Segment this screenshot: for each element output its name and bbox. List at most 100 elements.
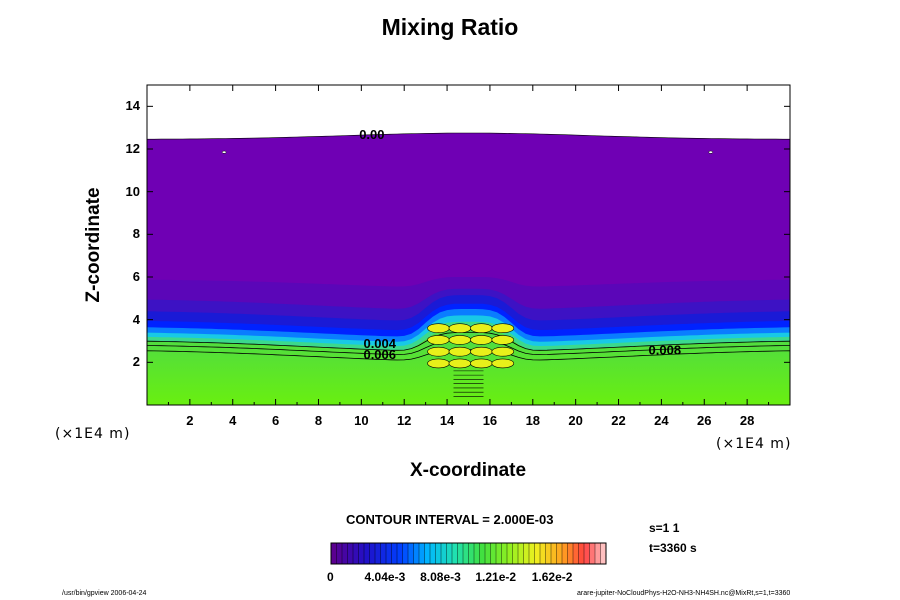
colorbar-cell — [479, 543, 486, 564]
lower-green-layer — [147, 328, 790, 405]
x-tick-label: 12 — [396, 413, 412, 428]
cell-lens — [470, 323, 493, 334]
colorbar-cell — [523, 543, 530, 564]
colorbar-cell — [369, 543, 376, 564]
cell-lens — [491, 358, 515, 369]
x-tick-label: 16 — [482, 413, 498, 428]
y-tick-label: 14 — [125, 98, 140, 114]
contour-line-zero — [147, 132, 790, 140]
colorbar-cell — [501, 543, 508, 564]
chart-title: Mixing Ratio — [381, 14, 519, 40]
colorbar-cell — [347, 543, 354, 564]
colorbar-tick-label: 1.21e-2 — [475, 570, 517, 584]
colorbar-tick-label: 0 — [327, 570, 334, 584]
colorbar-tick-label: 8.08e-3 — [420, 570, 461, 584]
cell-lens — [491, 346, 515, 357]
step-s-label: s=1 1 — [649, 521, 680, 535]
cell-lens — [470, 358, 493, 369]
colorbar-cell — [457, 543, 464, 564]
y-axis-unit: (×1E4 m) — [55, 426, 131, 442]
colorbar-cell — [342, 543, 348, 564]
colorbar-cell — [424, 543, 431, 564]
colorbar-cell — [364, 543, 370, 564]
colorbar-cell — [595, 543, 601, 564]
colorbar-cell — [600, 543, 607, 564]
colorbar-cell — [584, 543, 590, 564]
colorbar-cell — [435, 543, 442, 564]
colorbar-cell — [386, 543, 392, 564]
colorbar-cell — [567, 543, 574, 564]
top-marker — [708, 150, 713, 154]
x-tick-label: 4 — [229, 413, 237, 428]
colorbar-cell — [402, 543, 409, 564]
colorbar-cell — [452, 543, 458, 564]
colorbar-cell — [375, 543, 381, 564]
x-tick-label: 24 — [654, 413, 669, 428]
x-tick-label: 6 — [271, 413, 280, 428]
cell-lens — [448, 358, 472, 369]
cell-lens — [427, 358, 450, 369]
cell-lens — [427, 323, 450, 334]
x-tick-label: 2 — [186, 413, 194, 428]
contour-label: 0.004 — [363, 336, 396, 351]
colorbar-cell — [485, 543, 491, 564]
contour-label: 0.008 — [649, 343, 682, 358]
colorbar-cell — [468, 543, 475, 564]
colorbar-cell — [490, 543, 497, 564]
colorbar-cell — [353, 543, 359, 564]
colorbar-cell — [545, 543, 552, 564]
cell-lens — [448, 335, 472, 345]
colorbar-cell — [534, 543, 541, 564]
axis-ticks — [147, 85, 790, 405]
colorbar-cell — [430, 543, 436, 564]
colorbar-cell — [556, 543, 563, 564]
footer-right: arare-jupiter-NoCloudPhys-H2O-NH3-NH4SH.… — [577, 590, 791, 597]
footer-left: /usr/bin/gpview 2006-04-24 — [62, 590, 147, 597]
x-tick-label: 14 — [439, 413, 455, 428]
top-marker — [221, 150, 227, 154]
x-axis-label: X-coordinate — [409, 460, 527, 481]
colorbar — [330, 542, 607, 565]
cell-lens — [491, 323, 515, 334]
colorbar-cell — [578, 543, 585, 564]
x-tick-label: 20 — [568, 413, 583, 428]
cell-lens — [470, 346, 493, 357]
cell-lens — [427, 335, 450, 345]
colorbar-cell — [419, 543, 425, 564]
step-info: s=1 1 t=3360 s — [649, 518, 697, 558]
cell-lens — [491, 335, 515, 345]
cell-lens — [448, 346, 472, 357]
plot-area — [147, 132, 790, 405]
contour-label: 0.006 — [363, 347, 396, 362]
y-tick-label: 4 — [132, 311, 140, 327]
x-tick-label: 22 — [611, 413, 626, 428]
colorbar-cell — [358, 543, 365, 564]
colorbar-cell — [518, 543, 524, 564]
colorbar-cell — [391, 543, 398, 564]
colorbar-tick-label: 1.62e-2 — [531, 570, 573, 584]
colorbar-cell — [397, 543, 403, 564]
colorbar-cell — [413, 543, 420, 564]
colorbar-cell — [573, 543, 579, 564]
colorbar-cell — [551, 543, 557, 564]
colorbar-cell — [463, 543, 469, 564]
contour-line — [147, 332, 790, 351]
colorbar-cell — [540, 543, 546, 564]
colorbar-tick-label: 4.04e-3 — [364, 570, 406, 584]
colorbar-cell — [562, 543, 568, 564]
y-tick-label: 12 — [125, 141, 140, 156]
colorbar-cell — [512, 543, 519, 564]
colorbar-cell — [441, 543, 447, 564]
cell-lens — [448, 323, 472, 334]
x-tick-label: 28 — [739, 413, 755, 428]
colorbar-cell — [496, 543, 502, 564]
contour-interval-text: CONTOUR INTERVAL = 2.000E-03 — [346, 512, 554, 527]
x-tick-label: 8 — [314, 413, 323, 428]
colorbar-cell — [474, 543, 480, 564]
colorbar-frame — [330, 542, 607, 565]
colorbar-cell — [507, 543, 513, 564]
colorbar-cell — [336, 543, 343, 564]
y-tick-label: 6 — [132, 269, 140, 284]
